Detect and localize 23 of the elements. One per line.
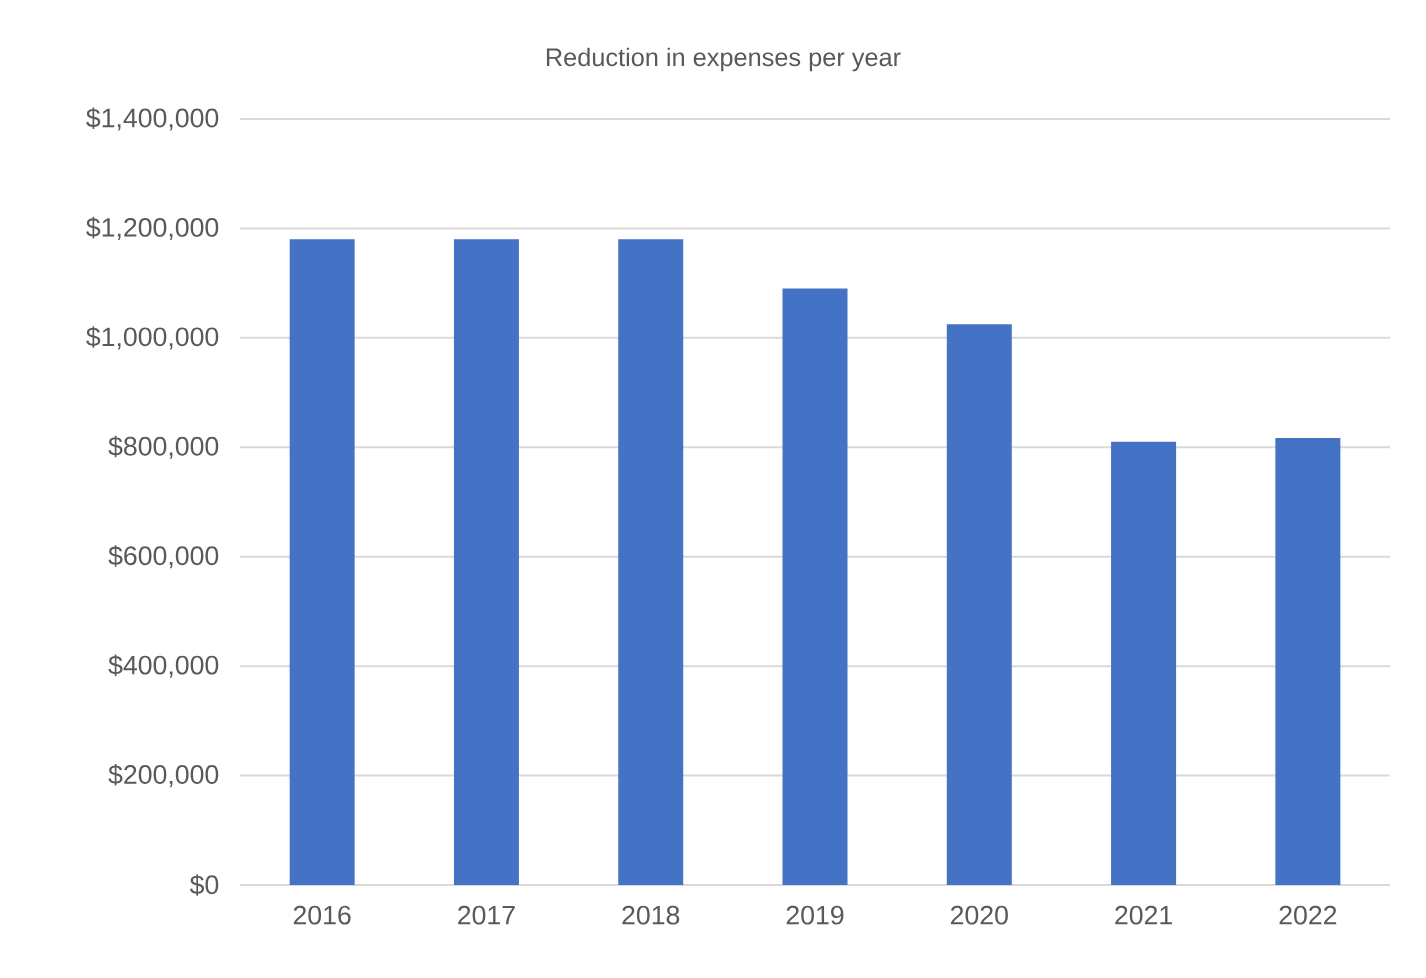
chart-title: Reduction in expenses per year <box>546 47 901 72</box>
y-tick-label: $800,000 <box>108 435 219 459</box>
bar <box>618 239 684 885</box>
x-tick-label: 2019 <box>786 905 844 925</box>
bar <box>1275 437 1341 885</box>
y-tick-label: $0 <box>189 874 219 896</box>
y-tick-label: $200,000 <box>108 763 219 788</box>
y-tick-label: $1,400,000 <box>86 107 219 131</box>
x-tick-label: 2020 <box>950 905 1008 925</box>
bar <box>453 239 519 885</box>
y-tick-label: $600,000 <box>108 545 219 569</box>
y-tick-label: $1,200,000 <box>86 216 219 240</box>
y-tick-label: $400,000 <box>108 654 219 678</box>
bar <box>782 288 848 885</box>
x-tick-label: 2016 <box>293 905 351 925</box>
bar <box>946 324 1012 885</box>
x-tick-label: 2021 <box>1115 905 1172 925</box>
bar <box>1111 441 1177 885</box>
x-tick-label: 2018 <box>622 905 680 925</box>
bar <box>289 239 355 885</box>
x-tick-label: 2022 <box>1279 905 1337 925</box>
y-tick-label: $1,000,000 <box>86 326 219 350</box>
x-tick-label: 2017 <box>458 905 515 925</box>
